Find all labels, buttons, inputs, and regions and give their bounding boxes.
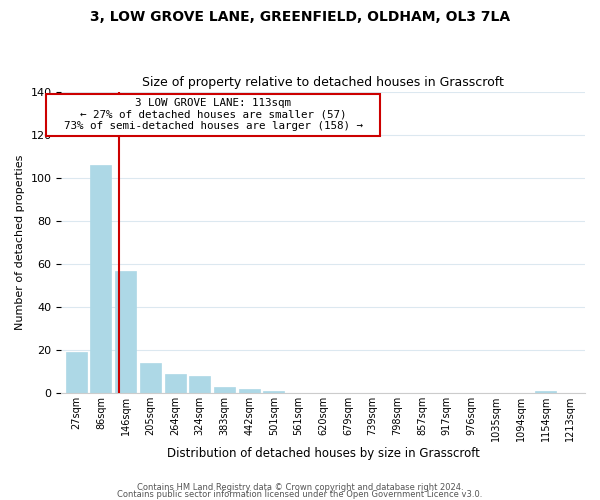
Bar: [239, 389, 260, 394]
Text: Contains HM Land Registry data © Crown copyright and database right 2024.: Contains HM Land Registry data © Crown c…: [137, 484, 463, 492]
Bar: [140, 363, 161, 394]
Bar: [535, 391, 556, 394]
Bar: [263, 391, 284, 394]
Title: Size of property relative to detached houses in Grasscroft: Size of property relative to detached ho…: [142, 76, 504, 90]
Y-axis label: Number of detached properties: Number of detached properties: [15, 155, 25, 330]
Bar: [115, 270, 136, 394]
Bar: [164, 374, 185, 394]
Text: 3, LOW GROVE LANE, GREENFIELD, OLDHAM, OL3 7LA: 3, LOW GROVE LANE, GREENFIELD, OLDHAM, O…: [90, 10, 510, 24]
Text: Contains public sector information licensed under the Open Government Licence v3: Contains public sector information licen…: [118, 490, 482, 499]
Bar: [66, 352, 87, 394]
Bar: [91, 165, 112, 394]
X-axis label: Distribution of detached houses by size in Grasscroft: Distribution of detached houses by size …: [167, 447, 479, 460]
Text: 3 LOW GROVE LANE: 113sqm  
  ← 27% of detached houses are smaller (57)  
  73% o: 3 LOW GROVE LANE: 113sqm ← 27% of detach…: [51, 98, 376, 132]
Bar: [189, 376, 210, 394]
Bar: [214, 387, 235, 394]
